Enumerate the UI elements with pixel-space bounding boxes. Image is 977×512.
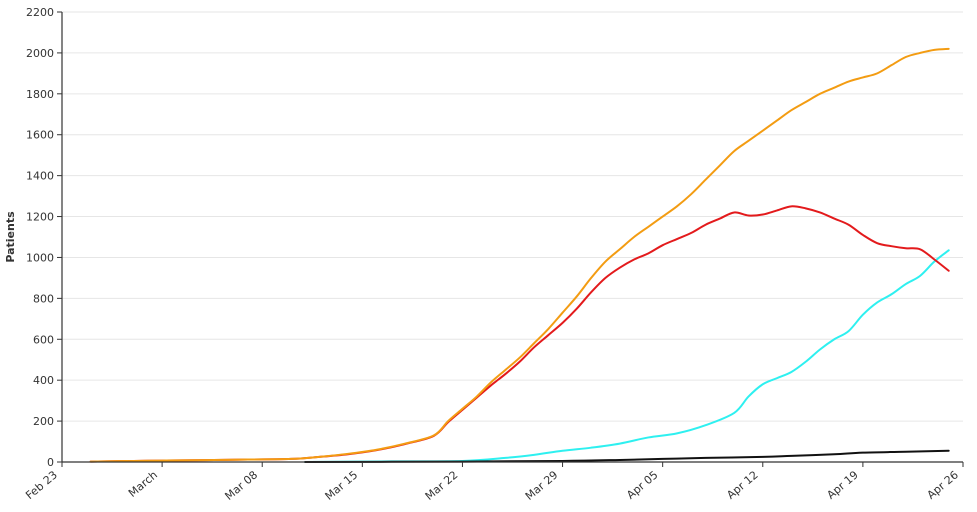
y-tick-label: 1200: [26, 211, 54, 224]
series-lines: [89, 47, 950, 463]
y-tick-label: 2000: [26, 47, 54, 60]
series-line-2: [89, 205, 950, 463]
x-tick-label: Apr 12: [724, 468, 760, 501]
x-tick-label: Feb 23: [23, 468, 60, 502]
x-tick-label: Mar 15: [323, 468, 361, 503]
y-tick-label: 2200: [26, 6, 54, 19]
series-line-3: [304, 249, 950, 463]
y-axis-title: Patients: [4, 211, 17, 263]
y-tick-label: 800: [33, 292, 54, 305]
gridlines: [62, 11, 963, 422]
series-line-1: [89, 47, 950, 463]
y-tick-label: 600: [33, 333, 54, 346]
y-ticks: 0 200 400 600 800 1000 1200 1400 1600 1800 2000 220…: [26, 6, 62, 469]
x-tick-label: Mar 08: [222, 468, 260, 503]
y-tick-label: 1000: [26, 251, 54, 264]
x-tick-label: Mar 29: [523, 468, 561, 503]
x-tick-label: Apr 05: [624, 468, 660, 501]
x-ticks: Feb 23 March Mar 08 Mar 15 Mar 22 Mar 29 Apr 0…: [23, 462, 964, 503]
x-tick-label: March: [126, 468, 160, 500]
y-tick-label: 200: [33, 415, 54, 428]
y-tick-label: 1800: [26, 88, 54, 101]
y-tick-label: 400: [33, 374, 54, 387]
series-line-4: [304, 449, 950, 463]
y-tick-label: 0: [47, 456, 54, 469]
axes: [61, 12, 963, 463]
y-tick-label: 1400: [26, 170, 54, 183]
y-tick-label: 1600: [26, 129, 54, 142]
x-tick-label: Mar 22: [423, 468, 461, 503]
x-tick-label: Apr 26: [925, 468, 961, 501]
x-tick-label: Apr 19: [824, 468, 860, 501]
